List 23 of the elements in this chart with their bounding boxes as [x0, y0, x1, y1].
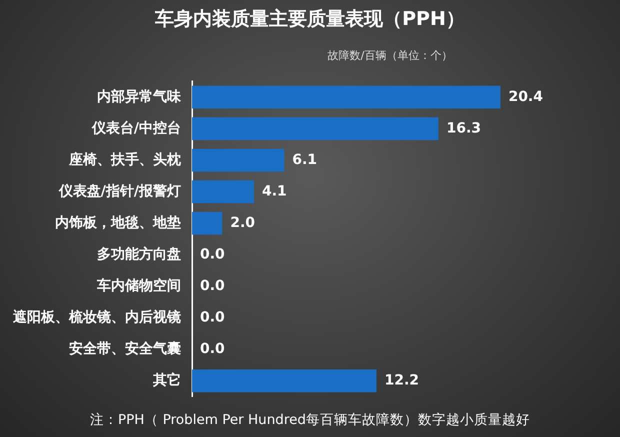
y-tick-label: 内部异常气味 — [97, 88, 182, 105]
y-tick-label: 仪表台/中控台 — [90, 120, 181, 136]
data-label: 16.3 — [446, 120, 482, 136]
y-tick-label: 仪表盘/指针/报警灯 — [58, 183, 181, 200]
y-tick-label: 安全带、安全气囊 — [69, 340, 181, 357]
data-label: 0.0 — [200, 246, 226, 262]
y-tick-label: 车内储物空间 — [96, 276, 181, 294]
y-tick-label: 内饰板，地毯、地垫 — [55, 214, 181, 231]
chart-title: 车身内装质量主要质量表现（PPH） — [154, 7, 466, 32]
data-label: 0.0 — [200, 309, 226, 326]
y-tick-label: 座椅、扶手、头枕 — [68, 150, 181, 168]
data-label: 4.1 — [262, 183, 287, 200]
data-label: 12.2 — [384, 372, 420, 388]
data-label: 20.4 — [508, 88, 544, 105]
data-label: 0.0 — [200, 278, 226, 294]
data-label: 2.0 — [230, 214, 256, 231]
data-label: 0.0 — [200, 340, 226, 357]
y-tick-label: 遮阳板、梳妆镜、内后视镜 — [12, 308, 181, 326]
chart-subtitle: 故障数/百辆（单位：个） — [326, 48, 454, 63]
data-label: 6.1 — [292, 152, 318, 168]
y-tick-label: 多功能方向盘 — [97, 245, 181, 262]
y-tick-label: 其它 — [152, 371, 181, 388]
text: 注：PPH（ Problem Per Hundred每百辆车故障数）数字越小质量越好 — [89, 411, 531, 429]
